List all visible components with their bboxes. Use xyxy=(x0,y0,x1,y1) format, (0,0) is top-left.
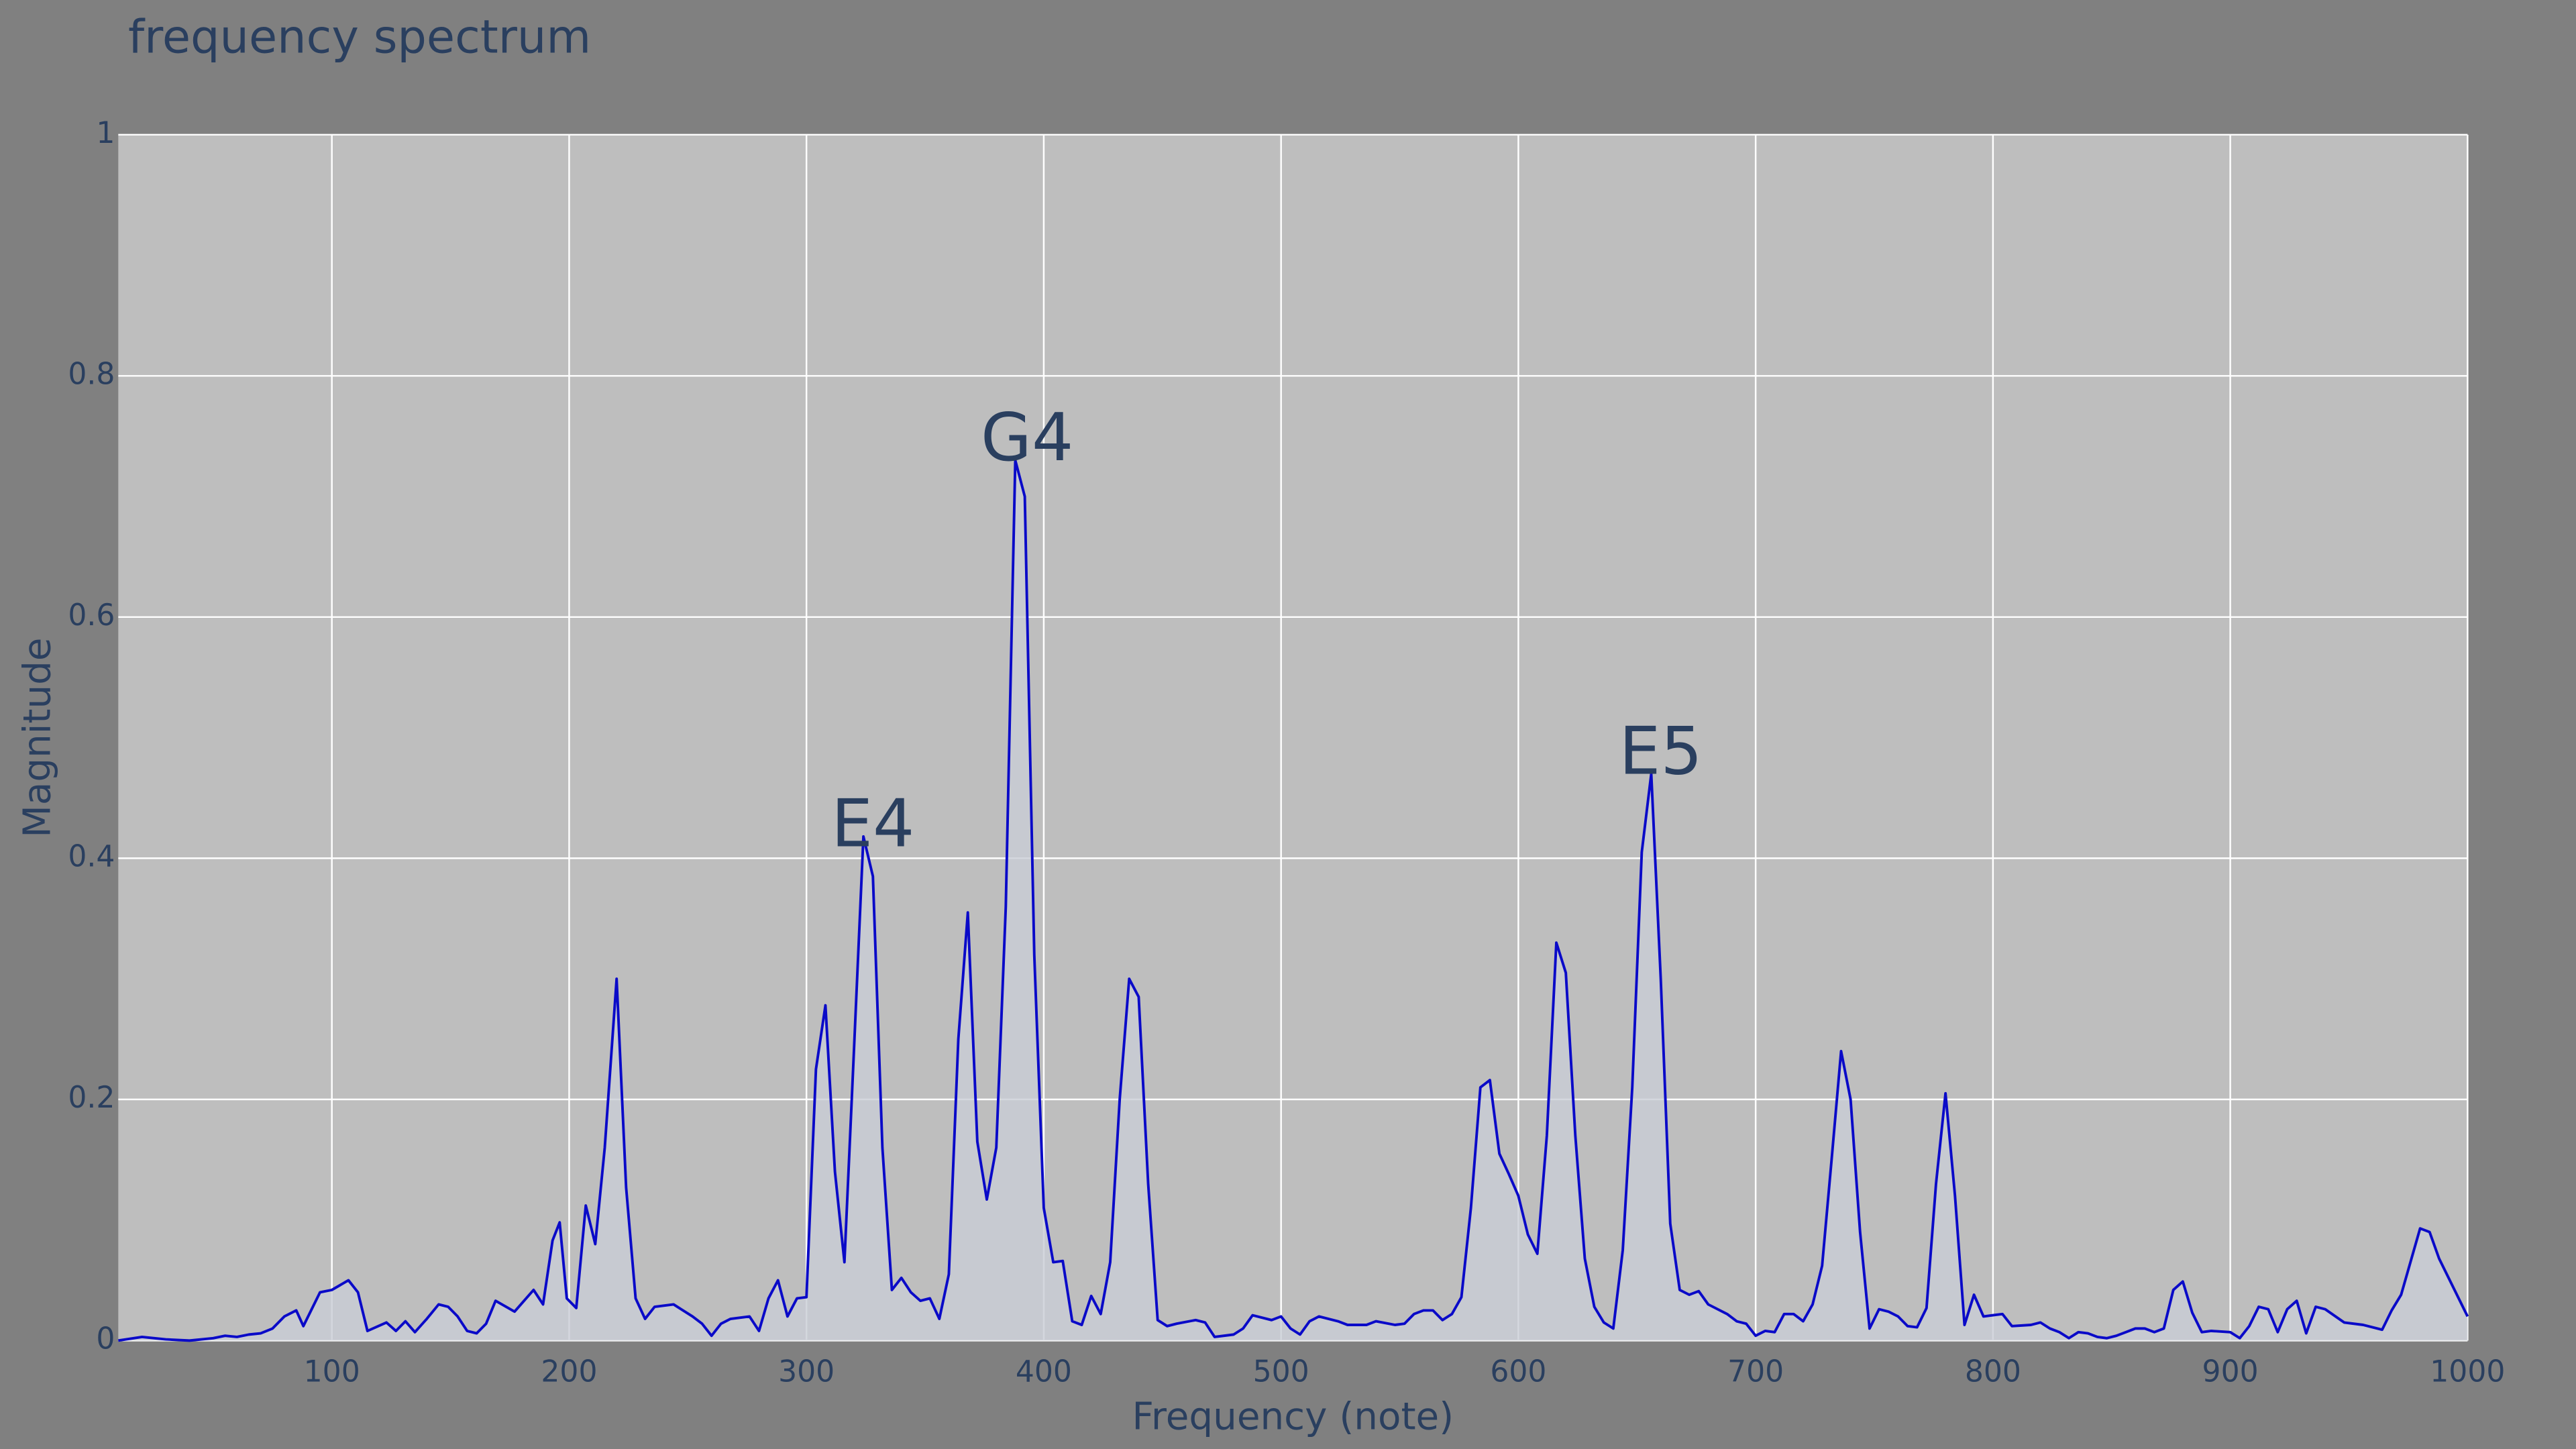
x-tick-label: 100 xyxy=(304,1354,360,1389)
y-axis-title: Magnitude xyxy=(15,637,59,837)
x-tick-label: 600 xyxy=(1490,1354,1546,1389)
chart-title: frequency spectrum xyxy=(128,10,591,64)
x-axis-title: Frequency (note) xyxy=(1132,1395,1454,1439)
y-tick-label: 1 xyxy=(96,116,115,150)
x-tick-label: 200 xyxy=(541,1354,597,1389)
x-tick-label: 400 xyxy=(1016,1354,1072,1389)
y-tick-label: 0.2 xyxy=(68,1081,115,1115)
annotation: E4 xyxy=(831,786,914,862)
x-tick-label: 900 xyxy=(2202,1354,2259,1389)
y-tick-label: 0 xyxy=(96,1322,115,1356)
annotation: E5 xyxy=(1619,714,1703,790)
y-tick-label: 0.4 xyxy=(68,839,115,873)
y-tick-label: 0.6 xyxy=(68,598,115,633)
line xyxy=(118,459,2469,1342)
y-tick-label: 0.8 xyxy=(68,357,115,391)
plot-area xyxy=(118,134,2468,1341)
x-tick-label: 300 xyxy=(778,1354,835,1389)
annotation: G4 xyxy=(981,400,1073,476)
x-tick-label: 500 xyxy=(1253,1354,1309,1389)
x-tick-label: 800 xyxy=(1965,1354,2021,1389)
x-tick-label: 700 xyxy=(1727,1354,1784,1389)
x-tick-label: 1000 xyxy=(2430,1354,2505,1389)
